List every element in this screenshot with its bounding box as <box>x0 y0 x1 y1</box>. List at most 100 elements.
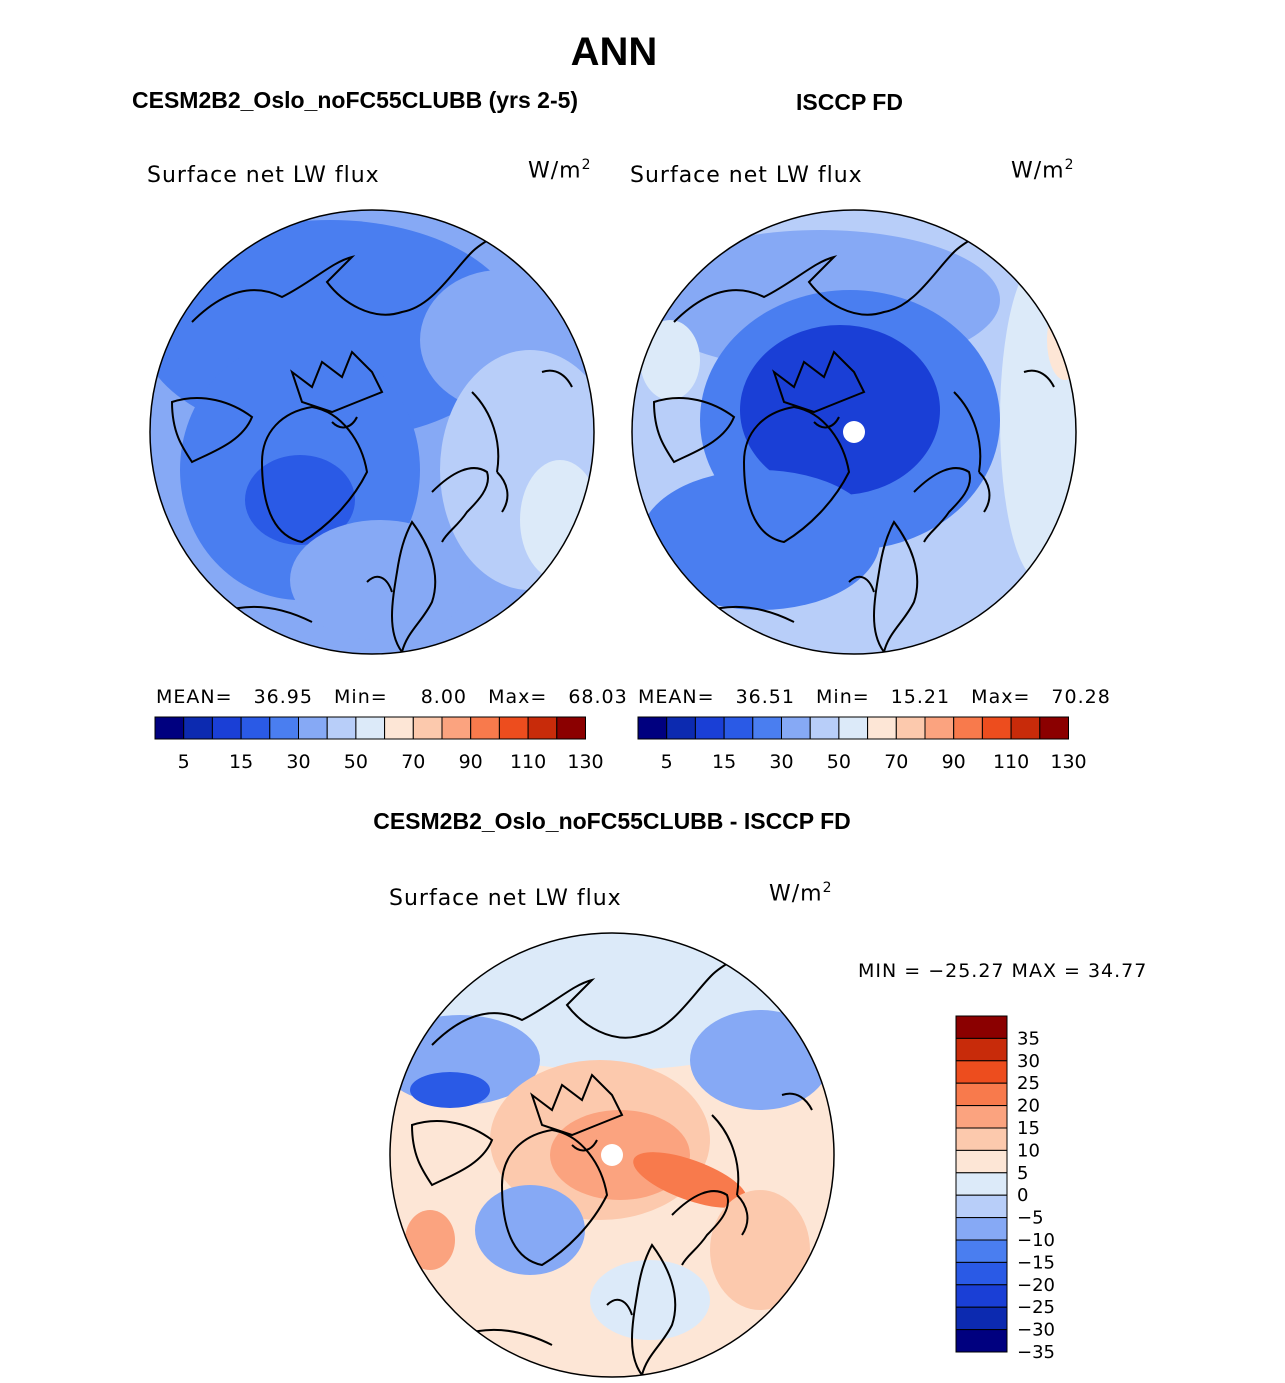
panel1-colorbar-tick-label: 30 <box>286 751 310 773</box>
panel1-mean-label: MEAN= <box>156 686 233 708</box>
diff-colorbar-tick-label: −15 <box>1017 1252 1055 1273</box>
panel1-min-value: 8.00 <box>420 686 468 708</box>
panel2-colorbar-swatch-7 <box>838 716 869 740</box>
diff-colorbar-tick-label: −5 <box>1017 1208 1044 1229</box>
panel1-stats: MEAN= 36.95 Min= 8.00 Max= 68.03 <box>156 686 628 708</box>
panel1-colorbar-swatch-11 <box>470 716 500 740</box>
panel1-units-exp: 2 <box>581 157 592 173</box>
panel1-colorbar-swatch-4 <box>269 716 299 740</box>
panel1-colorbar-swatch-14 <box>556 716 586 740</box>
panel2-colorbar-swatch-10 <box>924 716 955 740</box>
panel1-colorbar-tick-label: 15 <box>229 751 253 773</box>
panel2-variable-label: Surface net LW flux <box>630 163 863 188</box>
diff-colorbar-tick-label: −20 <box>1017 1275 1055 1296</box>
panel2-colorbar-swatch-14 <box>1039 716 1070 740</box>
panel2-units-base: W/m <box>1011 158 1065 184</box>
diff-colorbar-tick-label: −10 <box>1017 1230 1055 1251</box>
panel1-max-value: 68.03 <box>568 686 628 708</box>
panel1-map <box>149 209 595 655</box>
diff-colorbar-tick-label: 10 <box>1017 1140 1040 1161</box>
panel1-units: W/m2 <box>528 157 592 183</box>
panel2-colorbar-swatch-6 <box>809 716 840 740</box>
panel2-map <box>631 209 1077 655</box>
panel1-colorbar-swatch-6 <box>326 716 357 740</box>
panel1-case-title: CESM2B2_Oslo_noFC55CLUBB (yrs 2-5) <box>132 87 579 113</box>
panel2-colorbar-tick-label: 50 <box>827 751 851 773</box>
panel1-colorbar-swatch-13 <box>527 716 558 740</box>
panel2-mean-value: 36.51 <box>735 686 795 708</box>
diff-colorbar-tick-label: 20 <box>1017 1096 1040 1117</box>
panel2-colorbar: 5 15 30 50 70 90 110 130 <box>637 716 1087 773</box>
diff-colorbar-tick-label: 35 <box>1017 1028 1040 1049</box>
diff-colorbar-tick-label: 0 <box>1017 1185 1028 1206</box>
panel2-max-label: Max= <box>971 686 1031 708</box>
panel2-colorbar-swatch-12 <box>981 716 1012 740</box>
diff-colorbar-swatch-4 <box>955 1105 1008 1129</box>
panel1-colorbar-swatch-10 <box>441 716 472 740</box>
diff-colorbar-swatch-14 <box>955 1329 1008 1353</box>
diff-colorbar-swatch-7 <box>955 1172 1008 1196</box>
diff-map <box>389 932 835 1378</box>
panel1-colorbar-tick-label: 5 <box>178 751 190 773</box>
panel1-colorbar-swatch-12 <box>498 716 529 740</box>
diff-colorbar-swatch-8 <box>955 1194 1008 1219</box>
panel1-colorbar-swatch-2 <box>211 716 242 740</box>
diff-colorbar-tick-label: 30 <box>1017 1051 1040 1072</box>
diff-colorbar-swatch-5 <box>955 1127 1008 1151</box>
diff-colorbar-tick-label: 15 <box>1017 1118 1040 1139</box>
panel2-colorbar-tick-label: 90 <box>942 751 966 773</box>
panel2-colorbar-tick-label: 30 <box>769 751 793 773</box>
diff-stats: MIN = −25.27 MAX = 34.77 <box>858 960 1148 982</box>
panel1-colorbar-tick-label: 130 <box>567 751 603 773</box>
panel1-colorbar-tick-label: 50 <box>344 751 368 773</box>
panel1-colorbar-tick-label: 110 <box>510 751 546 773</box>
panel1-mean-value: 36.95 <box>253 686 313 708</box>
diff-colorbar-swatch-10 <box>955 1239 1008 1263</box>
panel2-colorbar-swatch-13 <box>1010 716 1041 740</box>
panel2-colorbar-swatch-1 <box>666 716 696 740</box>
panel2-colorbar-swatch-4 <box>752 716 782 740</box>
diff-colorbar-swatch-13 <box>955 1306 1008 1331</box>
panel1-colorbar-swatch-7 <box>355 716 386 740</box>
diff-variable-label: Surface net LW flux <box>389 886 622 911</box>
panel2-colorbar-tick-label: 15 <box>712 751 736 773</box>
panel2-units-exp: 2 <box>1064 157 1075 173</box>
panel2-stats: MEAN= 36.51 Min= 15.21 Max= 70.28 <box>638 686 1111 708</box>
diff-colorbar-swatch-11 <box>955 1261 1008 1286</box>
panel2-colorbar-tick-label: 110 <box>993 751 1029 773</box>
panel1-colorbar: 5 15 30 50 70 90 110 130 <box>154 716 604 773</box>
panel2-colorbar-tick-label: 5 <box>661 751 673 773</box>
panel2-colorbar-tick-label: 70 <box>884 751 908 773</box>
panel1-colorbar-tick-label: 70 <box>401 751 425 773</box>
diff-colorbar-tick-label: 25 <box>1017 1073 1040 1094</box>
panel2-colorbar-swatch-3 <box>723 716 754 740</box>
panel2-colorbar-swatch-11 <box>953 716 983 740</box>
panel1-colorbar-swatch-9 <box>412 716 443 740</box>
diff-colorbar-swatch-9 <box>955 1217 1008 1241</box>
diff-colorbar-tick-label: −35 <box>1017 1342 1055 1363</box>
diff-colorbar-swatch-0 <box>955 1015 1008 1039</box>
panel2-mean-label: MEAN= <box>638 686 715 708</box>
diff-colorbar-tick-label: −30 <box>1017 1320 1055 1341</box>
panel1-max-label: Max= <box>488 686 548 708</box>
panel1-colorbar-swatch-1 <box>183 716 213 740</box>
panel2-min-label: Min= <box>816 686 870 708</box>
panel1-colorbar-swatch-8 <box>384 716 414 740</box>
panel2-min-value: 15.21 <box>890 686 951 708</box>
panel1-colorbar-swatch-5 <box>298 716 328 740</box>
diff-colorbar-swatch-2 <box>955 1060 1008 1084</box>
diff-colorbar-swatch-1 <box>955 1037 1008 1062</box>
panel2-colorbar-swatch-8 <box>867 716 897 740</box>
diff-colorbar-tick-label: 5 <box>1017 1163 1028 1184</box>
panel2-colorbar-swatch-9 <box>895 716 926 740</box>
panel2-units: W/m2 <box>1011 157 1075 183</box>
page-title: ANN <box>570 30 658 74</box>
diff-units-exp: 2 <box>822 880 833 896</box>
panel2-colorbar-swatch-5 <box>781 716 811 740</box>
diff-colorbar-swatch-12 <box>955 1284 1008 1308</box>
panel1-min-label: Min= <box>334 686 388 708</box>
diff-units-base: W/m <box>769 881 823 907</box>
panel1-units-base: W/m <box>528 158 582 184</box>
panel2-colorbar-swatch-2 <box>694 716 725 740</box>
